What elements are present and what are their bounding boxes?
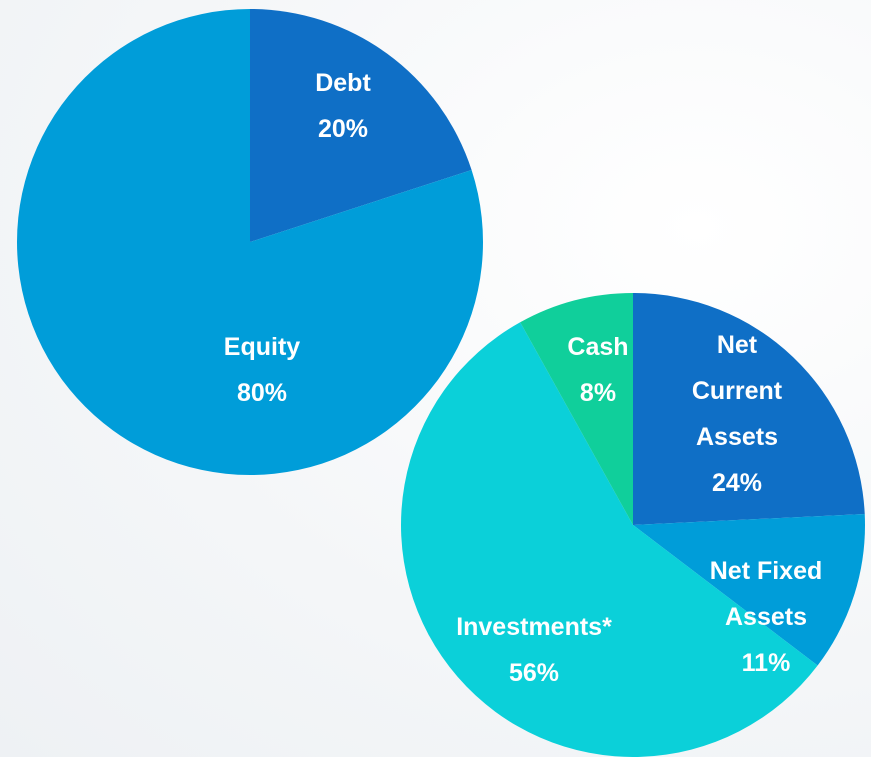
slice-label: Debt 20% [298,60,388,152]
pie-slice [633,293,865,525]
slice-category: Debt [315,69,371,97]
slice-category: Equity [223,333,301,361]
slice-category: Net Current Assets [691,331,783,451]
pie-slice [401,322,818,757]
slice-category: Net Fixed Assets [709,557,823,631]
slice-value: 20% [317,115,369,143]
slice-label: Investments* 56% [424,604,644,696]
slice-value: 56% [508,659,560,687]
slice-label: Net Fixed Assets 11% [686,548,846,686]
slice-label: Net Current Assets 24% [682,322,792,506]
slice-value: 8% [579,379,617,407]
slice-label: Equity 80% [192,324,332,416]
slice-label: Cash 8% [553,324,643,416]
pie-slice [520,293,633,525]
pie-slice [250,9,472,242]
slice-value: 80% [236,379,288,407]
slice-value: 11% [741,649,791,677]
pie-slice [16,9,483,475]
slice-value: 24% [711,469,763,497]
slice-category: Investments* [456,613,612,641]
slice-category: Cash [567,333,629,361]
pie-slice [633,513,865,666]
